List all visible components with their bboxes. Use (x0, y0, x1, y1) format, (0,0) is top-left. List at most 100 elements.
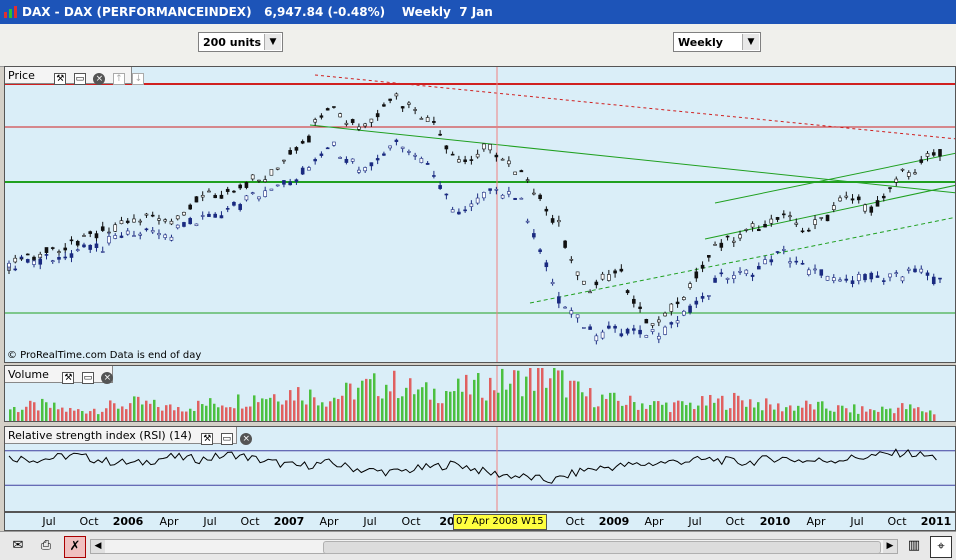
candle-body (244, 182, 249, 188)
candle-body (775, 251, 780, 253)
rsi-panel[interactable]: Relative strength index (RSI) (14) ⚒ ▭ × (4, 426, 956, 512)
candle-body (332, 141, 336, 146)
time-axis-tick: Apr (159, 515, 179, 528)
candle-body (638, 306, 642, 309)
volume-panel[interactable]: Volume ⚒ ▭ × (4, 365, 956, 422)
scroll-left-icon[interactable]: ◀ (91, 540, 105, 553)
volume-bar (261, 398, 264, 421)
candle-body (232, 201, 236, 206)
no-link-icon[interactable]: ✗ (64, 536, 86, 558)
candle-body (913, 268, 917, 273)
candle-body (719, 272, 724, 275)
price-panel[interactable]: Price ⚒ ▭ × ↑ ↓ © ProRealTime.com Data i… (4, 66, 956, 363)
candle-body (419, 118, 424, 120)
volume-chart[interactable] (5, 366, 956, 422)
candle-body (794, 260, 799, 263)
volume-bar (209, 398, 212, 421)
timeframe-dropdown[interactable]: Weekly ▼ (673, 32, 761, 52)
time-axis-tick: 2009 (598, 515, 630, 528)
volume-bar (913, 408, 916, 421)
candle-body (219, 215, 224, 219)
candle-body (913, 172, 917, 175)
volume-bar (801, 407, 804, 421)
rsi-chart[interactable] (5, 427, 956, 512)
volume-bar (61, 407, 64, 421)
candle-body (200, 215, 205, 217)
candle-body (407, 151, 411, 153)
volume-bar (157, 407, 160, 421)
volume-bar (617, 400, 620, 421)
candle-body (44, 247, 49, 253)
wrench-icon[interactable]: ⚒ (62, 372, 75, 384)
candle-body (557, 220, 561, 223)
volume-bar (641, 403, 644, 421)
candle-body (32, 260, 36, 265)
volume-bar (345, 382, 348, 421)
window-icon[interactable]: ▭ (220, 433, 233, 445)
volume-bar (761, 410, 764, 421)
printer-icon[interactable]: ⎙ (40, 538, 52, 553)
candle-body (44, 254, 49, 256)
candle-body (707, 295, 711, 297)
scrollbar-thumb[interactable] (323, 541, 881, 554)
time-axis-tick: Oct (565, 515, 585, 528)
candle-body (294, 147, 299, 151)
time-axis-tick: Jul (850, 515, 864, 528)
candle-body (800, 262, 805, 265)
candle-body (532, 192, 536, 195)
time-axis-tick: Apr (806, 515, 826, 528)
price-chart[interactable] (5, 67, 956, 363)
candle-body (382, 153, 386, 156)
volume-bar (497, 392, 500, 421)
candle-body (275, 167, 280, 170)
time-axis-tick: Oct (240, 515, 260, 528)
volume-bar (457, 378, 460, 421)
chart-toolbar: 200 units ▼ Weekly ▼ (0, 24, 956, 67)
candle-body (838, 279, 842, 282)
crosshair-icon[interactable]: ⌖ (930, 536, 952, 558)
candle-body (444, 193, 449, 196)
volume-bar (889, 408, 892, 421)
close-icon[interactable]: × (240, 433, 253, 445)
volume-bar (245, 406, 248, 421)
candle-body (763, 259, 767, 265)
wrench-icon[interactable]: ⚒ (54, 73, 67, 85)
candle-body (875, 200, 880, 207)
volume-bar (201, 404, 204, 421)
candle-body (675, 320, 680, 324)
candle-body (869, 272, 874, 280)
candle-body (269, 169, 274, 176)
candle-body (157, 218, 161, 221)
close-icon[interactable]: × (101, 372, 114, 384)
arrow-down-icon[interactable]: ↓ (132, 73, 145, 85)
scroll-right-icon[interactable]: ▶ (883, 540, 897, 553)
window-icon[interactable]: ▭ (81, 372, 94, 384)
wrench-icon[interactable]: ⚒ (201, 433, 214, 445)
time-scrollbar[interactable]: ◀ ▶ (90, 539, 898, 554)
candle-body (619, 333, 624, 337)
volume-bar (17, 412, 20, 421)
volume-bar (553, 368, 556, 421)
units-dropdown[interactable]: 200 units ▼ (198, 32, 283, 52)
volume-bar (797, 405, 800, 421)
arrow-up-icon[interactable]: ↑ (112, 73, 125, 85)
close-icon[interactable]: × (93, 73, 106, 85)
envelope-icon[interactable]: ✉ (12, 538, 24, 553)
volume-bar (833, 411, 836, 421)
indicator-icon[interactable]: ▥ (907, 538, 921, 553)
volume-bar (321, 402, 324, 421)
bottom-toolbar: ✉ ⎙ ✗ ◀ ▶ ▥ ⌖ (0, 531, 956, 560)
candle-body (313, 119, 317, 123)
candle-body (257, 196, 261, 200)
rsi-panel-header: Relative strength index (RSI) (14) ⚒ ▭ × (5, 427, 253, 445)
volume-bar (645, 408, 648, 421)
candle-body (806, 269, 811, 275)
volume-bar (825, 408, 828, 421)
candle-body (369, 162, 374, 167)
candle-body (675, 301, 680, 305)
candle-body (38, 258, 43, 265)
candle-body (788, 215, 792, 218)
window-icon[interactable]: ▭ (73, 73, 86, 85)
candle-body (263, 179, 267, 182)
candle-body (94, 243, 99, 249)
